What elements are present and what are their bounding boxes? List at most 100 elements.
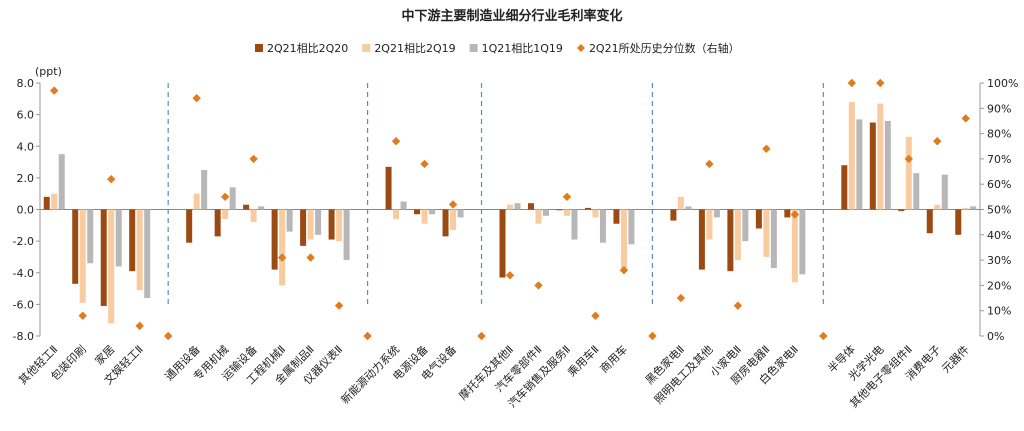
bar-1 [898, 209, 905, 212]
bar-1 [613, 209, 620, 224]
bar-2 [563, 209, 570, 216]
percentile-marker [391, 136, 401, 146]
bar-2 [79, 209, 86, 303]
bar-2 [307, 209, 314, 240]
y-right-tick-label: 20% [987, 279, 1011, 292]
bar-3 [286, 209, 293, 232]
legend: 2Q21相比2Q20 2Q21相比2Q19 1Q21相比1Q19 2Q21所处历史分位… [255, 41, 740, 55]
y-right-tick-label: 30% [987, 254, 1011, 267]
bar-3 [628, 209, 635, 245]
percentile-marker [107, 174, 116, 184]
percentile-marker [762, 144, 771, 153]
bar-3 [599, 209, 606, 243]
bar-1 [670, 209, 677, 221]
legend-label: 1Q21相比1Q19 [482, 42, 563, 55]
y-left-tick-label: -6.0 [13, 298, 34, 311]
bar-3 [457, 209, 464, 218]
bar-2 [791, 209, 798, 283]
bar-1 [442, 209, 449, 237]
bar-1 [698, 209, 705, 270]
bar-2 [877, 103, 884, 210]
y-left-tick-label: 6.0 [17, 109, 35, 122]
bar-2 [905, 136, 912, 210]
category-label: 元器件 [939, 343, 972, 376]
percentile-marker [676, 293, 686, 303]
y-right-tick-label: 60% [987, 178, 1011, 191]
bar-2 [592, 209, 599, 218]
percentile-marker [163, 331, 173, 341]
category-label: 商用车 [597, 342, 630, 375]
bar-3 [856, 119, 863, 210]
bar-2 [108, 209, 115, 324]
y-right-tick-label: 40% [987, 229, 1011, 242]
bar-3 [315, 209, 322, 235]
plot-area: 8.0 6.0 4.0 2.0 0.0 -2.0 -4.0 -6.0 -8.0 100% 90% 80… [13, 77, 1019, 410]
bar-2 [934, 204, 941, 210]
bar-3 [229, 187, 236, 210]
bar-3 [144, 209, 151, 299]
percentile-marker [933, 136, 942, 146]
category-label: 家居 [92, 342, 117, 367]
bar-1 [755, 209, 762, 229]
bar-2 [620, 209, 627, 269]
y-left-tick-label: 2.0 [17, 172, 35, 185]
bar-3 [58, 154, 65, 210]
bar-3 [115, 209, 122, 267]
y-right-tick-label: 50% [987, 204, 1011, 217]
percentile-marker [619, 266, 629, 275]
y-axis-unit-label: (ppt) [35, 65, 62, 78]
bar-1 [527, 203, 534, 210]
y-right-tick-label: 100% [987, 77, 1018, 90]
bar-1 [499, 209, 506, 278]
bar-3 [514, 203, 521, 210]
legend-swatch [469, 44, 478, 52]
bar-1 [784, 209, 791, 218]
percentile-marker [448, 200, 458, 209]
y-left-tick-label: -2.0 [13, 235, 34, 248]
percentile-marker [192, 93, 201, 103]
percentile-marker [78, 311, 87, 320]
y-right-tick-label: 80% [987, 128, 1011, 141]
y-left-tick-label: 8.0 [17, 77, 35, 90]
bar-1 [955, 209, 962, 235]
bar-1 [129, 209, 136, 272]
percentile-marker [591, 311, 600, 320]
bar-3 [770, 209, 777, 269]
bar-2 [507, 204, 513, 210]
percentile-marker [477, 331, 486, 341]
legend-swatch [255, 44, 263, 52]
percentile-marker [733, 301, 743, 310]
bar-1 [727, 209, 734, 272]
bar-2 [535, 209, 542, 224]
bar-3 [799, 209, 806, 275]
percentile-marker [363, 331, 372, 341]
category-label: 乘用车Ⅱ [565, 342, 602, 379]
percentile-marker [334, 301, 344, 310]
percentile-marker [847, 78, 857, 88]
bar-1 [243, 204, 250, 210]
bar-1 [72, 209, 79, 284]
legend-label: 2Q21所处历史分位数（右轴） [589, 41, 740, 55]
y-left-tick-label: -8.0 [13, 330, 34, 343]
percentile-marker [790, 210, 800, 219]
bar-2 [250, 209, 257, 223]
bar-3 [685, 206, 692, 210]
bar-1 [869, 122, 876, 210]
percentile-marker [534, 281, 543, 290]
percentile-marker [306, 253, 315, 262]
bar-1 [43, 196, 50, 210]
bar-3 [429, 209, 436, 215]
bar-3 [400, 201, 407, 210]
bar-1 [271, 209, 278, 270]
percentile-marker [961, 114, 970, 123]
percentile-marker [705, 159, 714, 169]
bar-2 [421, 209, 428, 224]
bar-2 [962, 207, 969, 210]
bar-2 [222, 209, 229, 219]
bar-1 [100, 209, 107, 306]
bar-3 [941, 174, 948, 210]
percentile-marker [249, 154, 258, 164]
bar-3 [542, 209, 549, 216]
bar-2 [279, 209, 286, 286]
percentile-marker [50, 86, 59, 95]
